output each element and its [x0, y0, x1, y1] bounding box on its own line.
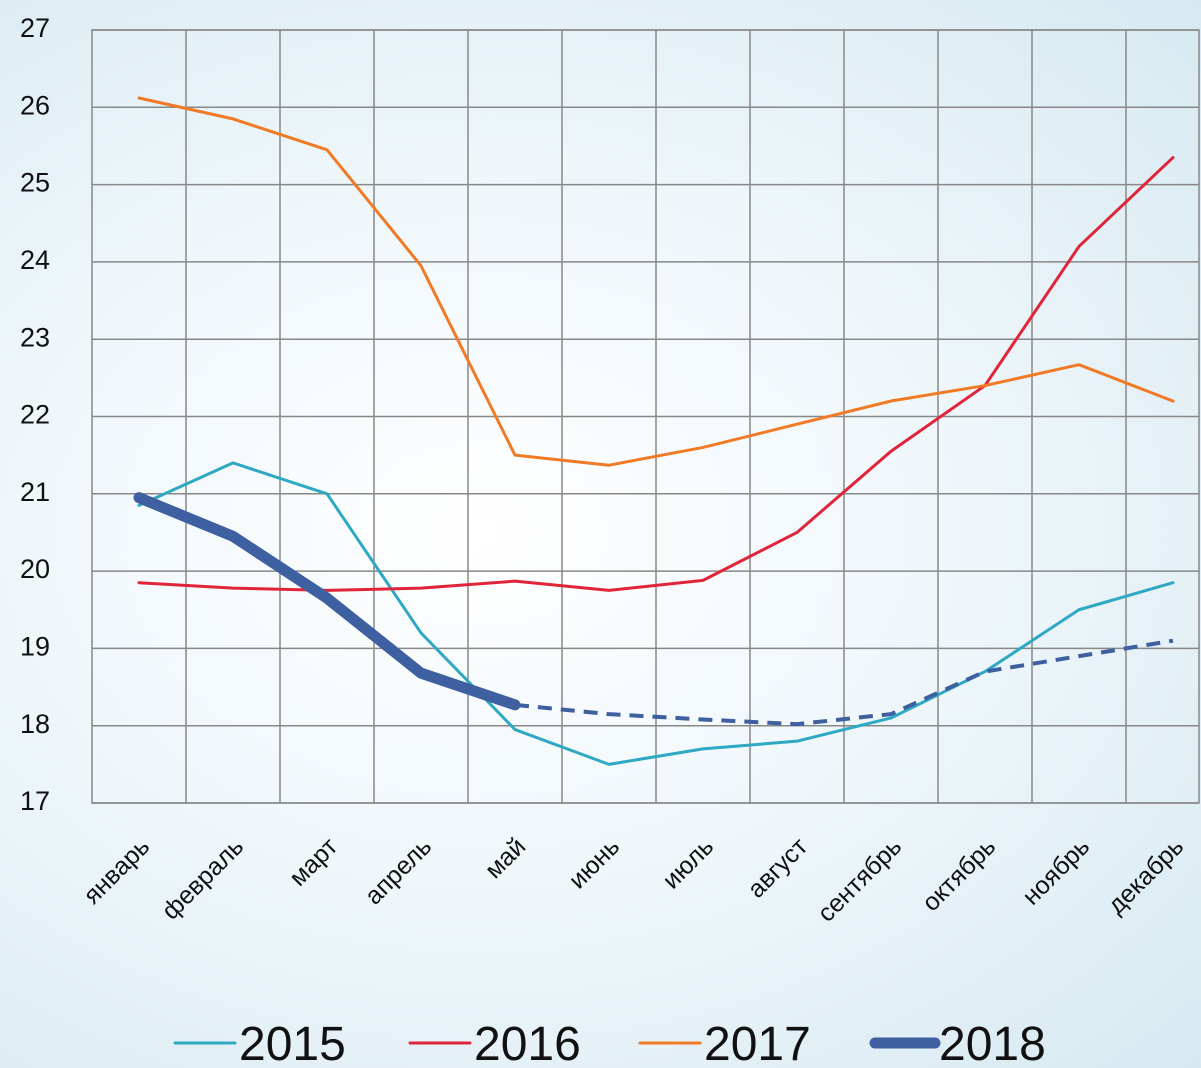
x-tick-label: ноябрь: [1017, 832, 1095, 910]
y-tick-label: 23: [20, 322, 50, 352]
x-tick-label: май: [480, 832, 532, 884]
x-tick-label: январь: [78, 832, 155, 909]
y-tick-label: 24: [20, 245, 50, 275]
y-tick-label: 26: [20, 90, 50, 120]
legend-label: 2018: [939, 1018, 1046, 1068]
legend-label: 2016: [474, 1018, 581, 1068]
y-tick-label: 27: [20, 13, 50, 43]
series-line: [137, 461, 1175, 766]
x-tick-label: февраль: [156, 832, 249, 925]
y-tick-label: 22: [20, 400, 50, 430]
x-tick-label: март: [284, 832, 344, 892]
x-tick-label: август: [742, 832, 813, 903]
y-tick-label: 25: [20, 168, 50, 198]
y-tick-label: 18: [20, 709, 50, 739]
x-tick-label: апрель: [359, 832, 437, 910]
y-tick-label: 19: [20, 632, 50, 662]
y-tick-label: 20: [20, 554, 50, 584]
legend-label: 2015: [239, 1018, 346, 1068]
legend-label: 2017: [704, 1018, 811, 1068]
series-line: [137, 96, 1175, 467]
x-tick-label: декабрь: [1102, 832, 1189, 919]
x-tick-label: июль: [657, 832, 719, 894]
series-line: [133, 492, 521, 711]
x-tick-label: июнь: [563, 832, 625, 894]
x-tick-label: сентябрь: [812, 832, 907, 927]
y-tick-label: 21: [20, 477, 50, 507]
forecast-line: [514, 638, 1174, 727]
y-tick-label: 17: [20, 786, 50, 816]
x-tick-label: октябрь: [917, 832, 1001, 916]
